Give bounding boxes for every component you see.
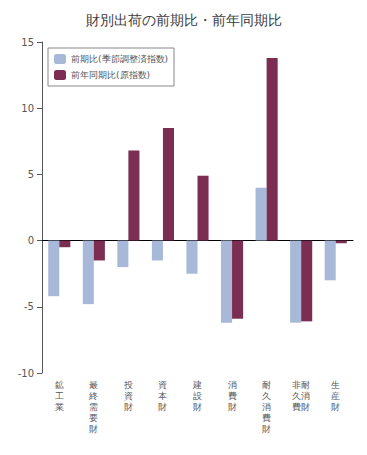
svg-text:財: 財	[124, 402, 133, 412]
svg-text:投: 投	[123, 380, 133, 390]
svg-text:財: 財	[158, 402, 167, 412]
svg-text:費財: 費財	[292, 402, 310, 412]
svg-text:0: 0	[28, 235, 34, 246]
svg-text:費: 費	[228, 391, 237, 401]
svg-text:最: 最	[89, 380, 98, 390]
svg-text:工: 工	[55, 391, 64, 401]
svg-text:財別出荷の前期比・前年同期比: 財別出荷の前期比・前年同期比	[86, 12, 282, 28]
svg-text:消: 消	[228, 380, 237, 390]
svg-text:資: 資	[124, 391, 133, 401]
svg-text:前期比(季節調整済指数): 前期比(季節調整済指数)	[71, 54, 168, 64]
svg-text:資: 資	[158, 380, 167, 390]
svg-text:財: 財	[331, 402, 340, 412]
svg-text:消: 消	[262, 402, 271, 412]
svg-text:要: 要	[89, 413, 98, 423]
svg-text:費: 費	[262, 413, 271, 423]
svg-text:耐: 耐	[262, 380, 271, 390]
svg-text:久消: 久消	[292, 391, 310, 401]
svg-text:久: 久	[262, 391, 271, 401]
svg-text:産: 産	[331, 391, 340, 401]
svg-text:財: 財	[228, 402, 237, 412]
svg-text:財: 財	[89, 424, 98, 434]
svg-text:非耐: 非耐	[292, 380, 310, 390]
svg-text:財: 財	[193, 402, 202, 412]
svg-text:需: 需	[89, 402, 98, 412]
svg-text:終: 終	[88, 391, 98, 401]
svg-text:5: 5	[28, 169, 34, 180]
svg-text:-5: -5	[24, 301, 34, 312]
svg-text:本: 本	[158, 391, 167, 401]
svg-text:-10: -10	[18, 368, 34, 379]
svg-text:前年同期比(原指数): 前年同期比(原指数)	[71, 70, 150, 80]
svg-text:設: 設	[193, 391, 202, 401]
svg-text:業: 業	[55, 402, 64, 412]
svg-text:生: 生	[331, 380, 340, 390]
svg-text:10: 10	[21, 103, 34, 114]
svg-text:建: 建	[192, 380, 202, 390]
svg-text:15: 15	[21, 37, 34, 48]
svg-text:鉱: 鉱	[55, 380, 64, 390]
svg-text:財: 財	[262, 424, 271, 434]
